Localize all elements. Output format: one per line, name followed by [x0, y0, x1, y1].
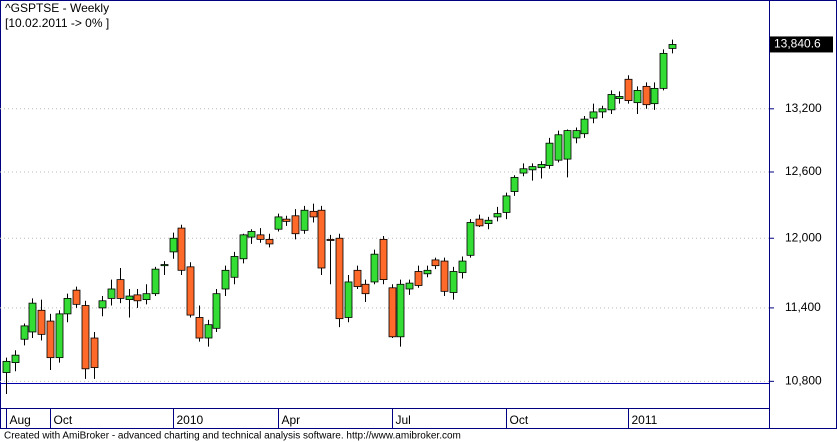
candle-body [221, 269, 230, 290]
candle-body [37, 309, 46, 335]
candle-body [414, 271, 423, 286]
candle-body [449, 271, 458, 293]
candle-body [142, 293, 151, 300]
candle-body [344, 281, 353, 318]
candle-body [169, 237, 178, 253]
candle-body [212, 293, 221, 329]
y-tick-label: 13,200 [785, 101, 822, 115]
candle-body [265, 238, 274, 245]
candle-body [28, 302, 37, 333]
candle-body [282, 218, 291, 222]
candle-body [317, 209, 326, 269]
candle-body [510, 176, 519, 192]
candle-body [335, 237, 344, 320]
candle-body [239, 234, 248, 260]
candle-body [116, 279, 125, 299]
candle-body [493, 213, 502, 218]
candle-body [607, 94, 616, 111]
candle-body [291, 215, 300, 235]
candle-body [405, 282, 414, 290]
candle-body [247, 231, 256, 238]
footer: Created with AmiBroker - advanced charti… [4, 431, 461, 442]
candle-body [195, 317, 204, 339]
candle-body [274, 216, 283, 230]
x-tick-label: Oct [54, 413, 73, 427]
x-tick-label: 2010 [177, 413, 204, 427]
candle-body [545, 142, 554, 166]
candle-body [256, 234, 265, 240]
y-tick-label: 12,000 [785, 230, 822, 244]
candle-body [484, 219, 493, 225]
candle-body [554, 134, 563, 161]
candle-body [528, 166, 537, 171]
candle-body [563, 130, 572, 160]
candle-body [668, 44, 677, 49]
candle-body [396, 283, 405, 338]
candle-body [633, 90, 642, 104]
candle-body [466, 222, 475, 256]
candle-body [177, 227, 186, 271]
candle-body [81, 305, 90, 370]
candle-body [519, 168, 528, 174]
y-tick-label: 10,800 [785, 374, 822, 388]
candle-body [300, 209, 309, 231]
candle-body [90, 337, 99, 368]
candle-body [151, 268, 160, 295]
candle-body [423, 269, 432, 275]
candle-body [125, 295, 134, 300]
candle-body [11, 354, 20, 364]
candle-body [580, 118, 589, 135]
x-tick-label: Oct [510, 413, 529, 427]
candle-body [186, 266, 195, 316]
candle-body [55, 313, 64, 359]
candle-body [537, 164, 546, 169]
chart-title: ^GSPTSE - Weekly [5, 1, 109, 15]
candle-body [46, 320, 55, 359]
last-value-box [770, 36, 833, 53]
candle-body [502, 195, 511, 213]
candle-body [2, 360, 11, 373]
x-tick-label: Apr [282, 413, 301, 427]
candle-body [650, 87, 659, 105]
candle-body [309, 210, 318, 218]
candle-body [624, 78, 633, 101]
candle-body [361, 283, 370, 295]
candle-body [204, 324, 213, 339]
candle-body [598, 108, 607, 113]
candle-body [230, 256, 239, 278]
candle-body [440, 260, 449, 292]
candle-body [458, 260, 467, 274]
candle-body [431, 259, 440, 267]
candle-body [659, 52, 668, 89]
x-tick-label: Aug [10, 413, 31, 427]
chart-subtitle: [10.02.2011 -> 0% ] [5, 16, 109, 30]
candle-body [572, 130, 581, 139]
y-tick-label: 11,400 [785, 300, 821, 314]
candle-body [642, 85, 651, 106]
x-tick-label: 2011 [632, 413, 658, 427]
candle-body [20, 325, 29, 340]
candle-body [107, 288, 116, 299]
candle-body [379, 238, 388, 281]
y-tick-label: 12,600 [785, 164, 822, 178]
candle-body [160, 264, 169, 267]
candle-body [63, 298, 72, 315]
candle-body [475, 218, 484, 227]
candle-body [98, 300, 107, 309]
candle-body [326, 238, 335, 241]
x-tick-label: Jul [396, 413, 411, 427]
candle-body [370, 253, 379, 283]
candle-body [353, 269, 362, 288]
candle-body [615, 96, 624, 99]
candle-body [388, 287, 397, 338]
candle-body [133, 294, 142, 302]
candle-body [589, 111, 598, 119]
last-value-label: 13,840.6 [774, 37, 821, 51]
candle-body [72, 289, 81, 305]
frame [0, 0, 837, 429]
